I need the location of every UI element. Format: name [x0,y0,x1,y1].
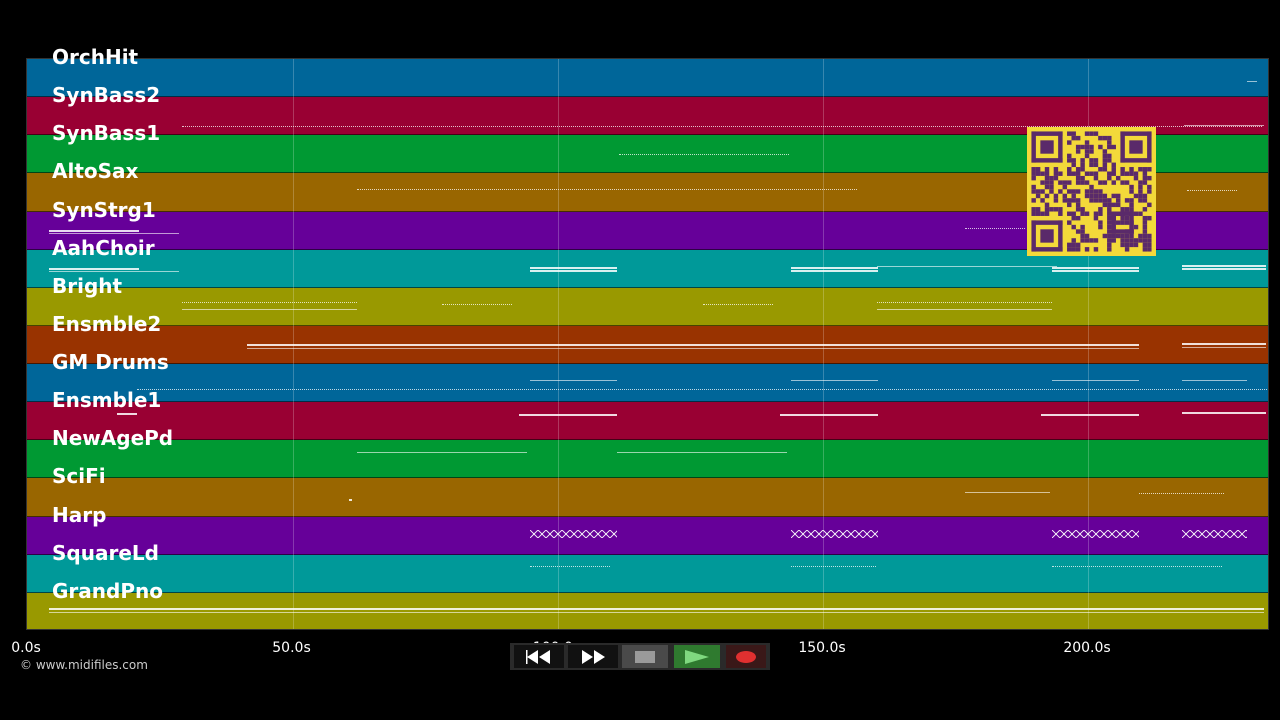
rewind-icon [526,649,550,664]
note-mark [965,227,1025,229]
track-lane [27,402,1268,441]
note-mark [791,565,876,567]
track-lane [27,554,1268,593]
note-mark [1182,529,1247,538]
note-mark [791,380,878,382]
note-mark [49,270,179,272]
note-mark [182,308,357,310]
note-mark [442,303,512,305]
track-lane [27,440,1268,479]
qr-code-image [1027,127,1156,256]
track-lane [27,478,1268,517]
track-label: Harp [52,502,107,527]
note-mark [530,565,610,567]
note-mark [1247,81,1257,82]
note-mark [182,301,357,303]
track-lane [27,592,1268,629]
note-mark [791,266,878,269]
track-label: NewAgePd [52,426,174,451]
note-mark [247,343,1139,346]
record-button[interactable] [726,645,766,668]
note-mark [49,607,1264,610]
note-mark [1184,125,1264,127]
note-mark [1052,565,1222,567]
copyright-text: © www.midifiles.com [20,658,148,672]
track-label: SquareLd [52,540,159,565]
note-mark [1182,267,1266,270]
track-label: Ensmble1 [52,388,162,413]
stop-button[interactable] [622,645,668,668]
track-lane [27,364,1268,403]
track-lane [27,287,1268,326]
track-lane [27,249,1268,288]
time-tick-label: 150.0s [798,640,846,656]
track-label: SynBass1 [52,121,161,146]
track-label: Ensmble2 [52,311,162,336]
note-mark [530,269,617,272]
note-mark [619,154,789,156]
note-mark [1182,264,1266,267]
note-mark [1052,380,1139,382]
track-label: AltoSax [52,159,139,184]
note-mark [49,229,139,232]
note-mark [519,414,617,417]
note-mark [1182,346,1266,348]
play-icon [685,649,709,664]
note-mark [1182,412,1266,415]
note-mark [791,269,878,272]
track-label: SynBass2 [52,83,161,108]
track-label: SynStrg1 [52,197,156,222]
note-mark [703,303,773,305]
track-label: GrandPno [52,578,163,603]
note-mark [357,189,857,191]
play-button[interactable] [674,645,720,668]
note-mark [182,126,1262,128]
note-mark [617,452,787,454]
note-mark [1187,190,1237,192]
note-mark [1139,493,1224,495]
track-lane [27,59,1268,98]
note-mark [49,232,179,234]
transport-controls [510,643,770,670]
track-label: AahChoir [52,235,155,260]
note-mark [247,347,1139,349]
record-icon [736,650,756,663]
note-mark [877,308,1052,310]
note-mark [1052,529,1139,538]
track-label: OrchHit [52,45,139,69]
note-mark [49,267,139,270]
note-mark [1052,269,1139,272]
stop-icon [635,650,655,663]
note-mark [1041,414,1139,417]
note-mark [349,499,352,502]
note-mark [137,389,1267,391]
qr-code-icon [1027,127,1156,256]
track-label: GM Drums [52,350,169,375]
note-mark [1052,266,1139,269]
note-mark [877,301,1052,303]
note-mark [877,265,1057,267]
track-label: SciFi [52,464,106,489]
note-mark [530,529,617,538]
fast-forward-icon [582,649,605,664]
note-mark [357,452,527,454]
note-mark [530,380,617,382]
time-tick-label: 0.0s [11,640,41,656]
note-mark [49,611,1264,613]
note-mark [530,266,617,269]
note-mark [965,492,1050,494]
time-tick-label: 200.0s [1063,640,1111,656]
note-mark [1182,380,1247,382]
track-label: Bright [52,273,123,298]
note-mark [117,413,137,416]
note-mark [791,529,878,538]
note-mark [780,414,878,417]
note-mark [1182,342,1266,345]
rewind-button[interactable] [514,645,564,668]
time-tick-label: 50.0s [272,640,311,656]
fast-forward-button[interactable] [568,645,618,668]
